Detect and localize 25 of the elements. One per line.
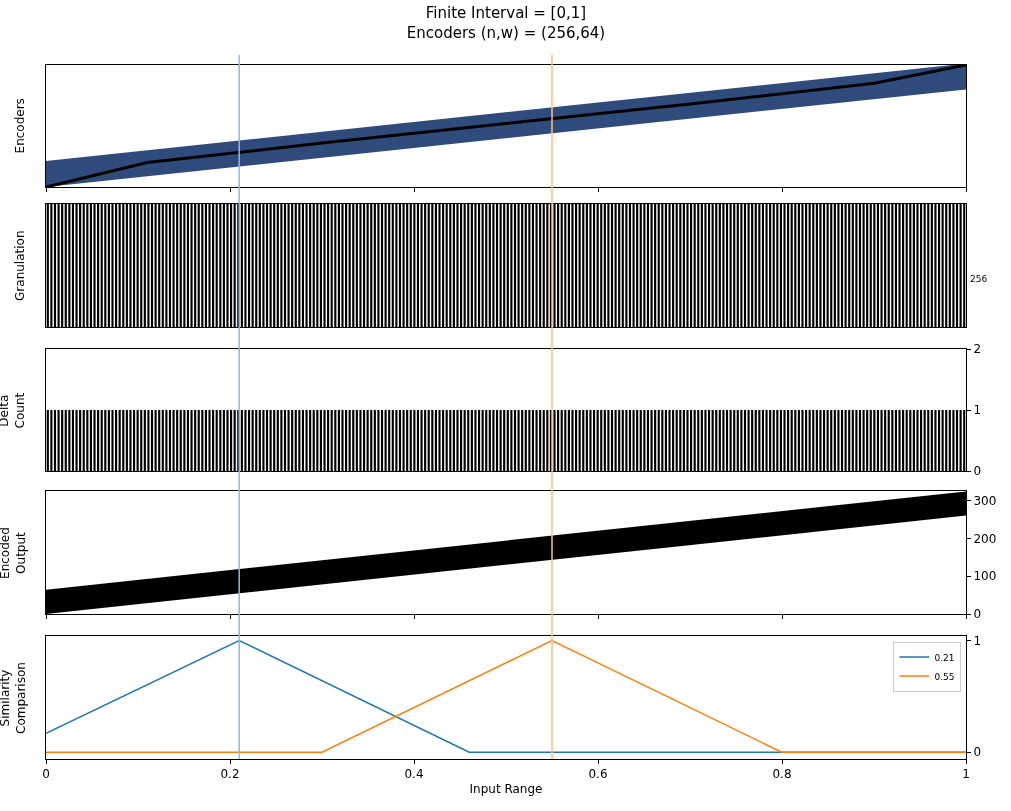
x-tick-label: 0 <box>42 767 50 782</box>
chart-title: Finite Interval = [0,1] Encoders (n,w) = (256,64) <box>406 4 606 42</box>
y-axis-title: Granulation <box>12 230 27 301</box>
y-tick-label: 1 <box>973 403 982 418</box>
text: 256 <box>970 274 988 284</box>
legend-label: 0.55 <box>934 671 955 682</box>
x-tick-label: 0.4 <box>404 767 424 782</box>
y-tick-label: 2 <box>973 342 982 357</box>
x-tick-label: 0.2 <box>220 767 240 782</box>
legend-label: 0.21 <box>934 652 955 663</box>
x-tick-label: 0.6 <box>588 767 608 782</box>
x-axis-title: Input Range <box>469 782 543 797</box>
y-tick-label: 0 <box>973 607 982 622</box>
x-tick-label: 0.8 <box>772 767 792 782</box>
y-axis-title: Delta Count <box>0 392 28 429</box>
y-axis-title: Encoded Output <box>0 527 28 579</box>
y-tick-label: 1 <box>973 633 982 648</box>
y-tick-label: 0 <box>973 745 982 760</box>
y-tick-label: 0 <box>973 464 982 479</box>
y-tick-label: 200 <box>973 531 997 546</box>
x-tick-label: 1 <box>962 767 970 782</box>
y-tick-label: 300 <box>973 493 997 508</box>
y-tick-label: 100 <box>973 569 997 584</box>
y-axis-title: Similarity Comparison <box>0 662 28 734</box>
y-axis-title: Encoders <box>13 98 28 154</box>
